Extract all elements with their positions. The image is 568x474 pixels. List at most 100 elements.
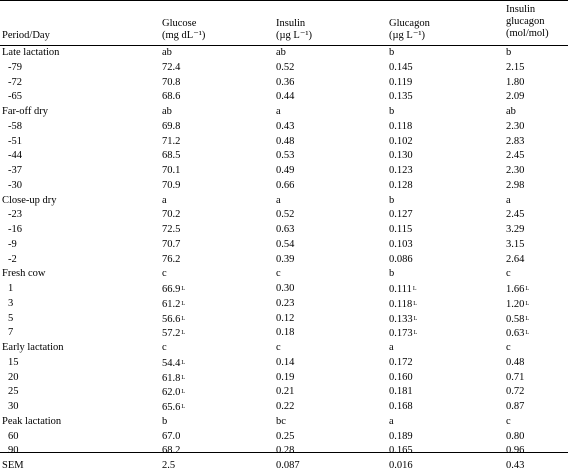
cell-value: bc [276, 415, 286, 427]
table-cell: 0.173L [389, 326, 417, 342]
table-cell: 0.119 [389, 76, 412, 91]
table-cell: 0.53 [276, 149, 294, 164]
table-cell: c [506, 415, 511, 430]
cell-value: 2.30 [506, 120, 525, 132]
cell-value: -23 [8, 209, 22, 221]
cell-value: 70.9 [162, 179, 181, 191]
significance-mark: L [181, 404, 186, 410]
table-cell: Peak lactation [2, 415, 61, 430]
table-cell: 0.30 [276, 282, 294, 297]
table-cell: 65.6L [162, 400, 185, 416]
cell-value: 0.133 [389, 313, 413, 325]
table-cell: 0.111L [389, 282, 417, 298]
cell-value: 2.30 [506, 165, 525, 176]
table-row: 15 54.4L 0.14 0.172 0.48 [0, 356, 568, 371]
table-cell: 0.160 [389, 371, 413, 386]
cell-value: 0.19 [276, 371, 295, 383]
cell-value: 0.18 [276, 327, 295, 339]
table-group-row: Far-off dry ab a b ab [0, 105, 568, 120]
cell-value: 2.09 [506, 91, 525, 103]
table-row: -44 68.5 0.53 0.130 2.45 [0, 149, 568, 164]
header-insulin: Insulin (µg L⁻¹) [276, 18, 312, 42]
cell-value: 2.45 [506, 209, 525, 221]
cell-value: 0.52 [276, 61, 295, 73]
cell-value: 0.127 [389, 209, 413, 221]
table-cell: 0.54 [276, 238, 294, 253]
table-cell: 72.4 [162, 61, 180, 76]
cell-value: 0.103 [389, 238, 413, 250]
table-cell: 20 [8, 371, 19, 386]
table-cell: 0.016 [389, 459, 413, 474]
significance-mark: L [413, 330, 418, 337]
cell-value: b [162, 415, 168, 427]
table-cell: 0.44 [276, 90, 294, 105]
cell-value: 3.15 [506, 238, 525, 250]
table-cell: 70.9 [162, 179, 180, 194]
table-cell: 0.96 [506, 444, 524, 459]
table-cell: b [389, 194, 394, 209]
cell-value: 0.016 [389, 460, 413, 471]
table-cell: 0.135 [389, 90, 413, 105]
cell-value: 1.80 [506, 76, 525, 88]
table-cell: ab [162, 105, 172, 120]
table-row: 60 67.0 0.25 0.189 0.80 [0, 430, 568, 445]
cell-value: 3.29 [506, 224, 525, 235]
table-cell: 90 [8, 444, 19, 459]
table-cell: 0.43 [276, 120, 294, 135]
table-cell: a [506, 194, 511, 209]
table-cell: 76.2 [162, 253, 180, 268]
significance-mark: L [525, 330, 530, 337]
table-row: -9 70.7 0.54 0.103 3.15 [0, 238, 568, 253]
table-cell: 0.19 [276, 371, 294, 386]
table-cell: a [276, 105, 281, 120]
top-rule [0, 0, 568, 1]
cell-value: 0.36 [276, 76, 295, 88]
cell-value: 0.44 [276, 91, 295, 103]
table-cell: 1.80 [506, 76, 524, 91]
cell-value: c [276, 342, 281, 353]
bottom-rule [0, 452, 568, 453]
table-cell: 2.98 [506, 179, 524, 194]
cell-value: 65.6 [162, 402, 181, 413]
table-cell: Early lactation [2, 341, 64, 356]
significance-mark: L [412, 286, 417, 292]
cell-value: 3 [8, 297, 14, 309]
table-cell: 0.118 [389, 120, 412, 135]
cell-value: ab [506, 106, 516, 117]
cell-value: 0.21 [276, 386, 295, 398]
table-cell: 15 [8, 356, 19, 371]
table-group-row: SEM 2.5 0.087 0.016 0.43 [0, 459, 568, 474]
table-cell: -79 [8, 61, 22, 76]
table-row: -65 68.6 0.44 0.135 2.09 [0, 90, 568, 105]
table-cell: 0.189 [389, 430, 413, 445]
cell-value: 0.160 [389, 371, 413, 383]
table-cell: 3.29 [506, 223, 524, 238]
cell-value: 0.115 [389, 224, 413, 235]
cell-value: 0.086 [389, 253, 413, 265]
cell-value: Close-up dry [2, 194, 57, 206]
header-line: Glucose [162, 18, 197, 29]
table-cell: 0.181 [389, 385, 413, 400]
table-cell: 0.63 [276, 223, 294, 238]
table-cell: 0.22 [276, 400, 294, 415]
table-cell: 0.80 [506, 430, 524, 445]
table-cell: SEM [2, 459, 24, 474]
table-cell: -23 [8, 208, 22, 223]
table-cell: 0.165 [389, 444, 413, 459]
cell-value: a [389, 342, 394, 353]
header-rule [0, 45, 568, 46]
cell-value: 0.14 [276, 356, 295, 368]
table-group-row: Peak lactation b bc a c [0, 415, 568, 430]
cell-value: 5 [8, 312, 14, 324]
table-row: 5 56.6L 0.12 0.133L 0.58L [0, 312, 568, 327]
table-cell: 0.23 [276, 297, 294, 312]
table-cell: -37 [8, 164, 22, 179]
table-cell: 3.15 [506, 238, 524, 253]
table-cell: 0.123 [389, 164, 413, 179]
cell-value: 70.2 [162, 209, 181, 221]
table-cell: -72 [8, 76, 22, 91]
cell-value: 0.66 [276, 179, 295, 191]
cell-value: 0.43 [506, 460, 525, 471]
cell-value: 0.145 [389, 61, 413, 73]
cell-value: 0.48 [276, 135, 295, 147]
